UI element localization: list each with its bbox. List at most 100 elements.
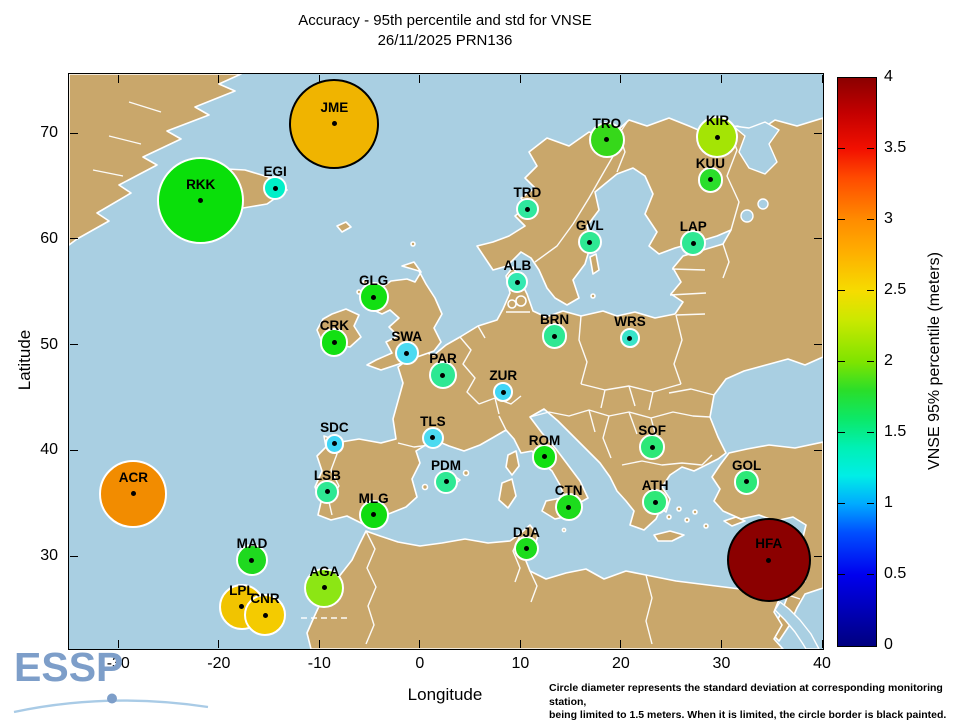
essp-logo-text: ESSP: [14, 644, 124, 690]
station-label-MAD: MAD: [236, 536, 268, 552]
colorbar-tick-right: [867, 502, 874, 504]
x-tick-label: 10: [511, 655, 530, 672]
chart-title-line1: Accuracy - 95th percentile and std for V…: [298, 12, 592, 29]
station-label-EGI: EGI: [263, 164, 287, 180]
colorbar-tick: [838, 218, 845, 220]
x-tick-mirror: [318, 74, 320, 83]
y-tick: [69, 132, 78, 134]
station-marker-GOL: [733, 469, 760, 495]
colorbar-tick-label: 1.5: [884, 423, 907, 440]
station-label-CTN: CTN: [554, 483, 583, 499]
station-label-CRK: CRK: [319, 318, 350, 334]
land-zealand: [515, 295, 527, 307]
x-tick-mirror: [821, 74, 823, 83]
station-dot-KIR: [714, 134, 720, 140]
station-dot-AGA: [321, 585, 327, 591]
station-dot-EGI: [272, 185, 278, 191]
footer-note-line2: being limited to 1.5 meters. When it is …: [549, 709, 947, 720]
land-cyprus: [723, 516, 746, 527]
x-tick-label: -30: [106, 655, 130, 672]
station-dot-GVL: [587, 239, 593, 245]
x-tick: [821, 640, 823, 648]
y-tick-label: 50: [40, 335, 58, 353]
station-label-BRN: BRN: [539, 312, 570, 328]
station-dot-SOF: [649, 444, 655, 450]
y-tick: [69, 555, 78, 557]
station-dot-ACR: [130, 491, 136, 497]
land-malta: [561, 527, 567, 533]
station-marker-MAD: [236, 544, 268, 577]
colorbar-tick-right: [867, 218, 874, 220]
station-dot-SWA: [404, 350, 410, 356]
station-label-PAR: PAR: [429, 351, 457, 367]
station-dot-LSB: [324, 489, 330, 494]
station-label-GLG: GLG: [358, 273, 389, 289]
colorbar-tick-label: 3.5: [884, 139, 907, 156]
station-label-ZUR: ZUR: [489, 368, 518, 384]
y-tick-label: 40: [40, 441, 58, 459]
stations-layer: JME RKK EGI TRO KIR KUU TRD GVL LAP ALB GLG CRK SWA B…: [69, 74, 823, 649]
x-tick-mirror: [720, 74, 722, 83]
station-label-SDC: SDC: [320, 419, 349, 435]
x-tick-label: 40: [813, 655, 831, 672]
y-tick: [69, 449, 78, 451]
station-dot-BRN: [552, 333, 558, 339]
colorbar-tick-label: 0: [884, 636, 893, 653]
y-tick-label: 60: [40, 229, 58, 247]
y-tick-label: 30: [40, 547, 58, 565]
station-dot-CNR: [262, 612, 268, 618]
x-tick-mirror: [519, 74, 521, 83]
y-tick-mirror: [814, 449, 822, 451]
station-dot-ALB: [514, 279, 520, 285]
station-dot-GLG: [371, 294, 377, 300]
x-axis-label: Longitude: [407, 685, 483, 704]
x-tick: [519, 640, 521, 648]
x-tick: [318, 640, 320, 648]
station-dot-TRD: [524, 206, 530, 212]
x-tick: [720, 640, 722, 648]
colorbar-tick: [838, 147, 845, 149]
colorbar-tick-right: [867, 573, 874, 575]
station-dot-GOL: [744, 479, 750, 485]
country-borders: [92, 101, 807, 645]
land-sardinia: [498, 478, 517, 509]
colorbar-tick: [838, 431, 845, 433]
station-dot-MAD: [249, 557, 255, 563]
x-tick: [117, 640, 119, 648]
station-dot-ATH: [652, 499, 658, 505]
x-tick-label: 0: [415, 655, 425, 672]
x-tick-label: -10: [307, 655, 331, 672]
x-tick-mirror: [620, 74, 622, 83]
station-marker-LAP: [680, 230, 707, 256]
station-label-SOF: SOF: [638, 423, 666, 439]
x-tick-label: 20: [612, 655, 630, 672]
lake-ladoga: [740, 209, 754, 223]
x-tick-mirror: [117, 74, 119, 83]
land-ibiza: [421, 483, 429, 491]
station-dot-WRS: [627, 335, 633, 341]
colorbar-tick-label: 1: [884, 494, 893, 511]
station-label-ALB: ALB: [503, 258, 532, 274]
land-faroe: [336, 221, 352, 233]
colorbar-gradient: [838, 78, 876, 646]
station-dot-ZUR: [500, 389, 506, 395]
station-label-JME: JME: [320, 99, 349, 115]
station-dot-TLS: [430, 435, 436, 441]
colorbar-tick-label: 0.5: [884, 565, 907, 582]
essp-logo-arc: [13, 693, 209, 714]
x-tick-label: 30: [712, 655, 731, 672]
station-label-DJA: DJA: [512, 524, 540, 540]
station-marker-CRK: [320, 328, 349, 357]
station-dot-ROM: [542, 454, 548, 460]
station-dot-KUU: [707, 177, 713, 183]
station-label-PDM: PDM: [431, 457, 461, 473]
colorbar-axis-label: VNSE 95% percentile (meters): [926, 252, 943, 470]
footer-note: Circle diameter represents the standard …: [549, 682, 949, 720]
station-label-WRS: WRS: [614, 314, 646, 330]
x-tick-mirror: [419, 74, 421, 83]
station-label-KUU: KUU: [695, 155, 726, 171]
station-label-ROM: ROM: [528, 432, 561, 448]
station-dot-CTN: [566, 504, 572, 510]
station-label-SWA: SWA: [391, 329, 423, 345]
station-label-HFA: HFA: [755, 536, 783, 552]
